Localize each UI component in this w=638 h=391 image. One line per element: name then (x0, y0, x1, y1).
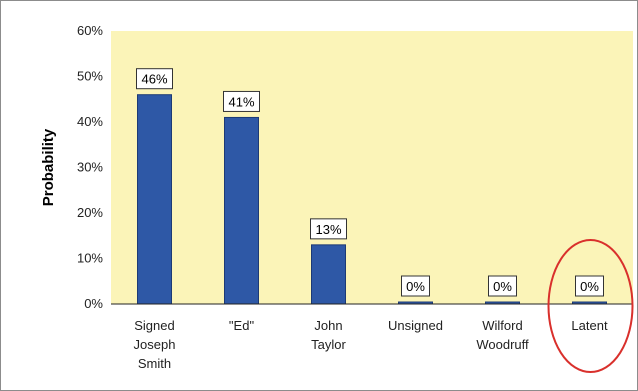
data-label-box (310, 218, 347, 240)
y-tick-label: 10% (77, 251, 103, 266)
data-label-text: 41% (228, 94, 254, 109)
data-label-text: 46% (141, 72, 167, 87)
x-category-label: Wilford Woodruff (476, 318, 529, 352)
highlight-circle (547, 239, 634, 373)
data-label-box (136, 68, 173, 90)
bar (137, 94, 172, 305)
plot-area (111, 31, 633, 304)
y-tick-label: 30% (77, 160, 103, 175)
bar (224, 116, 259, 305)
data-label-text: 0% (406, 279, 425, 294)
data-label: 13% (310, 218, 347, 240)
x-category-label: Latent (571, 318, 608, 333)
data-labels: 46% 41% 13% 0% 0% 0% (136, 68, 604, 297)
data-label-box (575, 275, 604, 297)
x-axis-categories: Signed Joseph Smith "Ed" John Taylor Unsigned W… (134, 318, 608, 371)
y-tick-label: 20% (77, 205, 103, 220)
x-category-label: Unsigned (388, 318, 443, 333)
x-category-label: Signed Joseph Smith (134, 318, 176, 371)
data-label-box (401, 275, 430, 297)
bars (137, 94, 607, 305)
x-category-label: "Ed" (229, 318, 255, 333)
y-axis-label: Probability (40, 128, 57, 206)
x-category-label: John Taylor (311, 318, 346, 352)
data-label: 0% (401, 275, 430, 297)
data-label-box (488, 275, 517, 297)
bar (311, 244, 346, 305)
y-tick-label: 60% (77, 23, 103, 38)
data-label-text: 0% (580, 279, 599, 294)
data-label-text: 0% (493, 279, 512, 294)
data-label: 0% (488, 275, 517, 297)
y-tick-label: 0% (84, 296, 103, 311)
data-label: 41% (223, 90, 260, 112)
y-axis-ticks: 0% 10% 20% 30% 40% 50% 60% (77, 23, 103, 311)
y-tick-label: 50% (77, 69, 103, 84)
data-label-box (223, 90, 260, 112)
y-tick-label: 40% (77, 114, 103, 129)
data-label: 46% (136, 68, 173, 90)
data-label: 0% (575, 275, 604, 297)
data-label-text: 13% (315, 222, 341, 237)
